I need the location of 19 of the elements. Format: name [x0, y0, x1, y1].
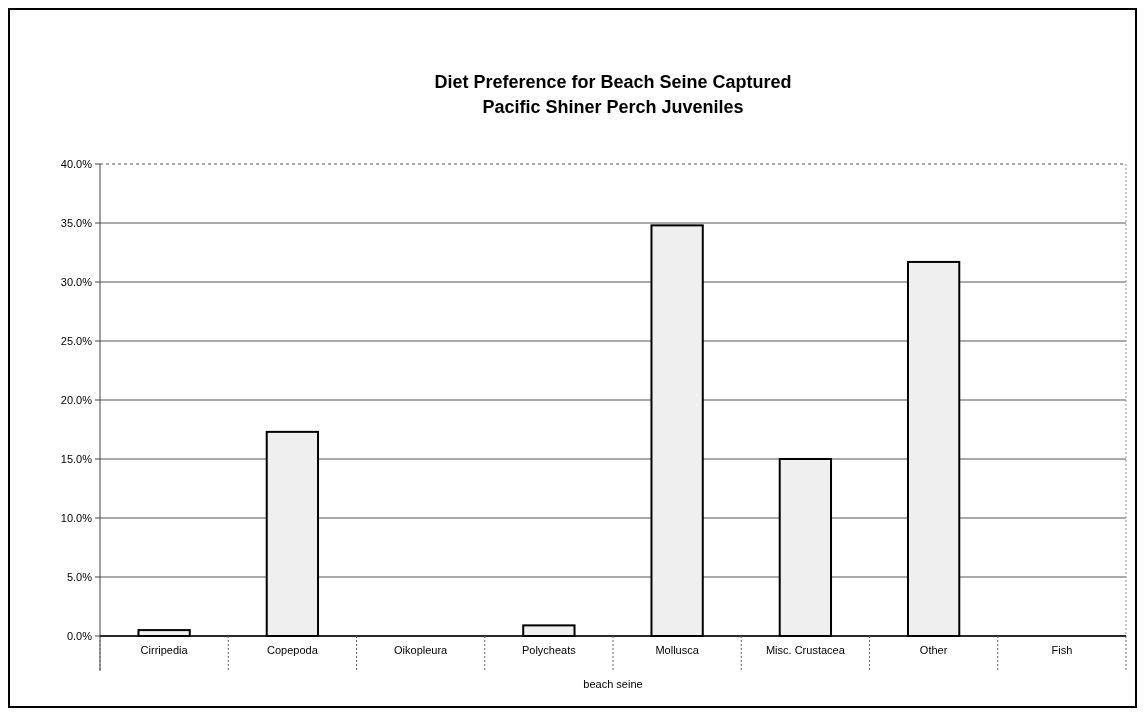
x-tick-label: Polycheats — [521, 644, 577, 656]
y-tick-label: 5.0% — [66, 570, 93, 583]
x-tick-label: Other — [919, 644, 948, 656]
y-tick-label: 25.0% — [60, 334, 93, 347]
chart-title: Diet Preference for Beach Seine Captured Pacific Shiner Perch Juveniles — [434, 72, 792, 117]
x-tick-label: Fish — [1051, 644, 1073, 656]
y-tick-label: 0.0% — [66, 629, 93, 642]
y-tick-label: 40.0% — [60, 157, 93, 170]
y-tick-label: 35.0% — [60, 216, 93, 229]
x-tick-label: Oikopleura — [394, 644, 449, 656]
x-tick-label: Misc. Crustacea — [765, 644, 846, 656]
x-tick-label: Copepoda — [266, 644, 319, 656]
y-tick-label: 10.0% — [60, 511, 93, 524]
y-tick-label: 30.0% — [60, 275, 93, 288]
x-axis-title: beach seine — [583, 678, 643, 690]
x-tick-label: Mollusca — [655, 644, 700, 656]
x-tick-label: Cirripedia — [140, 644, 189, 656]
y-tick-label: 20.0% — [60, 393, 93, 406]
y-tick-label: 15.0% — [60, 452, 93, 465]
